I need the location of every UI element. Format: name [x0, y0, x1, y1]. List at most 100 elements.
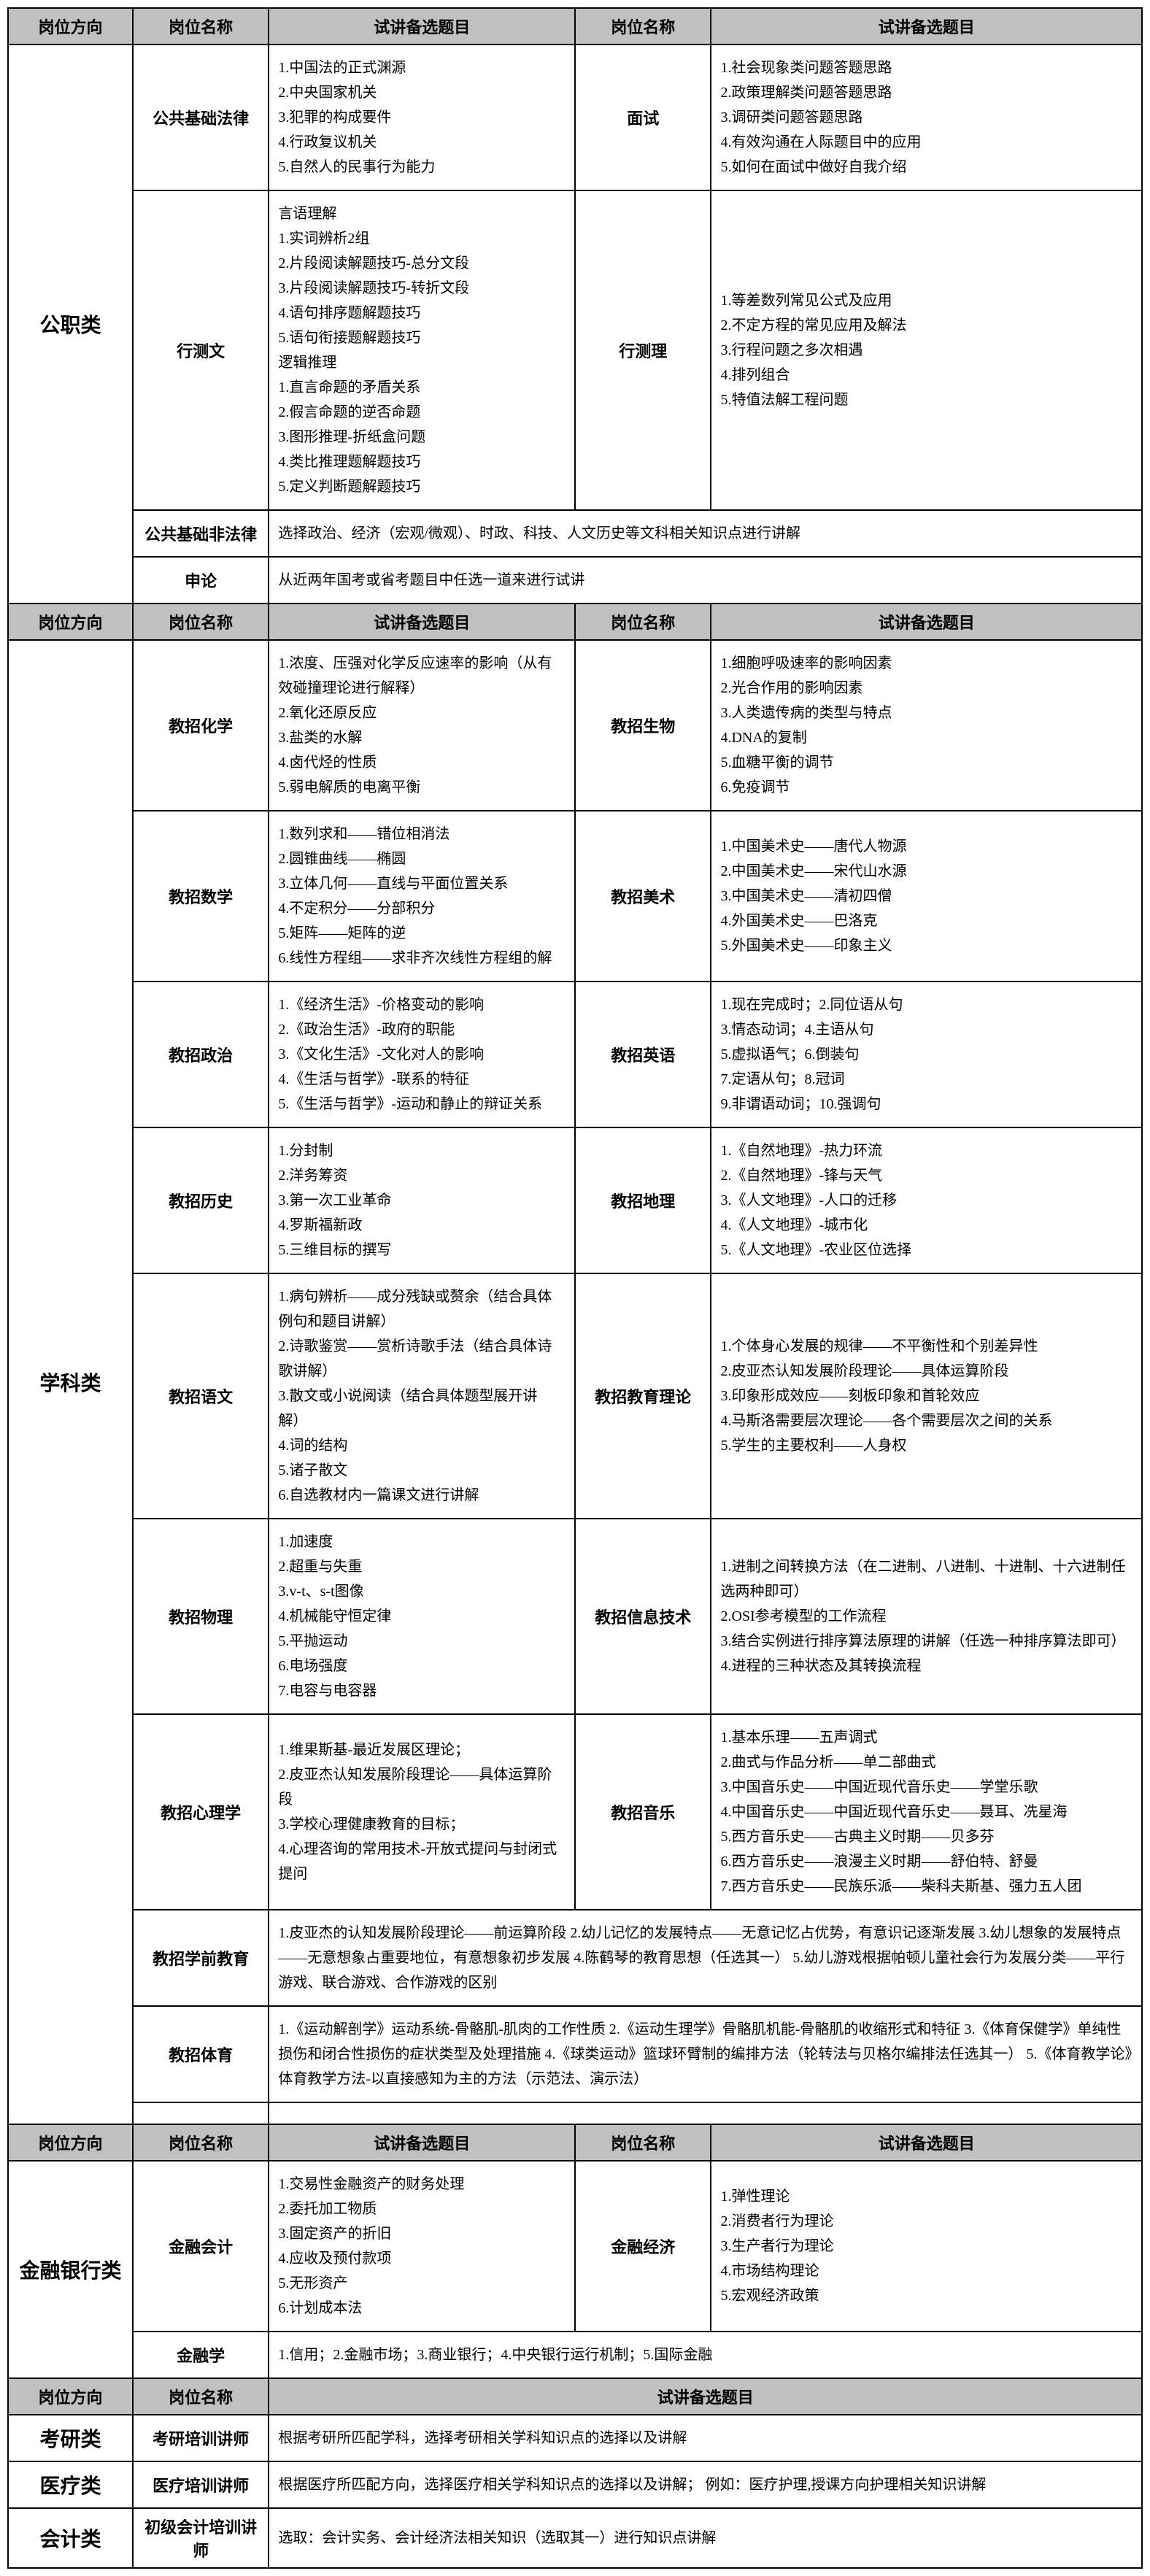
name-cell: 教招英语 [575, 982, 711, 1127]
name-cell: 教招音乐 [575, 1714, 711, 1910]
table-row: 考研类 考研培训讲师 根据考研所匹配学科，选择考研相关学科知识点的选择以及讲解 [8, 2415, 1142, 2461]
name-cell: 教招数学 [133, 811, 269, 982]
topics-cell: 1.等差数列常见公式及应用 2.不定方程的常见应用及解法 3.行程问题之多次相遇… [711, 190, 1142, 510]
table-row: 教招数学 1.数列求和——错位相消法 2.圆锥曲线——椭圆 3.立体几何——直线… [8, 811, 1142, 982]
name-cell: 教招语文 [133, 1273, 269, 1519]
topics-cell: 1.交易性金融资产的财务处理 2.委托加工物质 3.固定资产的折旧 4.应收及预… [269, 2161, 575, 2332]
header-row: 岗位方向 岗位名称 试讲备选题目 岗位名称 试讲备选题目 [8, 603, 1142, 640]
header-name: 岗位名称 [133, 2124, 269, 2161]
topics-cell: 1.基本乐理——五声调式 2.曲式与作品分析——单二部曲式 3.中国音乐史——中… [711, 1714, 1142, 1910]
header-row: 岗位方向 岗位名称 试讲备选题目 岗位名称 试讲备选题目 [8, 2124, 1142, 2161]
header-topics: 试讲备选题目 [269, 603, 575, 640]
topics-wide: 选择政治、经济（宏观/微观）、时政、科技、人文历史等文科相关知识点进行讲解 [269, 510, 1142, 557]
name-cell: 教招信息技术 [575, 1519, 711, 1714]
direction-kaoyan: 考研类 [8, 2415, 133, 2461]
header-topics: 试讲备选题目 [269, 2124, 575, 2161]
table-row: 金融银行类 金融会计 1.交易性金融资产的财务处理 2.委托加工物质 3.固定资… [8, 2161, 1142, 2332]
header-name2: 岗位名称 [575, 603, 711, 640]
topics-cell: 1.细胞呼吸速率的影响因素 2.光合作用的影响因素 3.人类遗传病的类型与特点 … [711, 640, 1142, 811]
topics-wide: 根据医疗所匹配方向，选择医疗相关学科知识点的选择以及讲解； 例如：医疗护理,授课… [269, 2461, 1142, 2508]
topics-cell: 言语理解 1.实词辨析2组 2.片段阅读解题技巧-总分文段 3.片段阅读解题技巧… [269, 190, 575, 510]
header-topics: 试讲备选题目 [269, 8, 575, 45]
name-cell: 教招体育 [133, 2006, 269, 2102]
table-row: 教招语文 1.病句辨析——成分残缺或赘余（结合具体例句和题目讲解） 2.诗歌鉴赏… [8, 1273, 1142, 1519]
topics-cell: 1.病句辨析——成分残缺或赘余（结合具体例句和题目讲解） 2.诗歌鉴赏——赏析诗… [269, 1273, 575, 1519]
name-cell: 面试 [575, 45, 711, 190]
name-cell: 公共基础非法律 [133, 510, 269, 557]
topics-wide: 根据考研所匹配学科，选择考研相关学科知识点的选择以及讲解 [269, 2415, 1142, 2461]
topics-cell: 1.《自然地理》-热力环流 2.《自然地理》-锋与天气 3.《人文地理》-人口的… [711, 1127, 1142, 1273]
header-row: 岗位方向 岗位名称 试讲备选题目 岗位名称 试讲备选题目 [8, 8, 1142, 45]
topics-cell: 1.维果斯基-最近发展区理论； 2.皮亚杰认知发展阶段理论——具体运算阶段 3.… [269, 1714, 575, 1910]
name-cell: 教招心理学 [133, 1714, 269, 1910]
topics-cell: 1.进制之间转换方法（在二进制、八进制、十进制、十六进制任选两种即可） 2.OS… [711, 1519, 1142, 1714]
header-name: 岗位名称 [133, 2378, 269, 2415]
topics-wide: 1.皮亚杰的认知发展阶段理论——前运算阶段 2.幼儿记忆的发展特点——无意记忆占… [269, 1910, 1142, 2006]
header-topics: 试讲备选题目 [269, 2378, 1142, 2415]
header-name: 岗位名称 [133, 603, 269, 640]
table-row: 公职类 公共基础法律 1.中国法的正式渊源 2.中央国家机关 3.犯罪的构成要件… [8, 45, 1142, 190]
header-direction: 岗位方向 [8, 2124, 133, 2161]
name-cell: 教招政治 [133, 982, 269, 1127]
header-name: 岗位名称 [133, 8, 269, 45]
topics-wide: 从近两年国考或省考题目中任选一道来进行试讲 [269, 557, 1142, 603]
topics-cell: 1.数列求和——错位相消法 2.圆锥曲线——椭圆 3.立体几何——直线与平面位置… [269, 811, 575, 982]
table-row: 行测文 言语理解 1.实词辨析2组 2.片段阅读解题技巧-总分文段 3.片段阅读… [8, 190, 1142, 510]
name-cell: 初级会计培训讲师 [133, 2508, 269, 2568]
header-row: 岗位方向 岗位名称 试讲备选题目 [8, 2378, 1142, 2415]
table-row: 教招物理 1.加速度 2.超重与失重 3.v-t、s-t图像 4.机械能守恒定律… [8, 1519, 1142, 1714]
name-cell: 医疗培训讲师 [133, 2461, 269, 2508]
topics-cell: 1.社会现象类问题答题思路 2.政策理解类问题答题思路 3.调研类问题答题思路 … [711, 45, 1142, 190]
name-cell: 教招教育理论 [575, 1273, 711, 1519]
name-cell: 行测理 [575, 190, 711, 510]
header-topics2: 试讲备选题目 [711, 8, 1142, 45]
table-row: 会计类 初级会计培训讲师 选取：会计实务、会计经济法相关知识（选取其一）进行知识… [8, 2508, 1142, 2568]
name-cell: 金融经济 [575, 2161, 711, 2332]
name-cell: 考研培训讲师 [133, 2415, 269, 2461]
table-row: 公共基础非法律 选择政治、经济（宏观/微观）、时政、科技、人文历史等文科相关知识… [8, 510, 1142, 557]
topics-cell: 1.《经济生活》-价格变动的影响 2.《政治生活》-政府的职能 3.《文化生活》… [269, 982, 575, 1127]
name-cell: 教招生物 [575, 640, 711, 811]
topics-wide: 选取：会计实务、会计经济法相关知识（选取其一）进行知识点讲解 [269, 2508, 1142, 2568]
table-row: 教招体育 1.《运动解剖学》运动系统-骨骼肌-肌肉的工作性质 2.《运动生理学》… [8, 2006, 1142, 2102]
name-cell: 教招物理 [133, 1519, 269, 1714]
direction-jinrong: 金融银行类 [8, 2161, 133, 2378]
name-cell: 教招化学 [133, 640, 269, 811]
name-cell [133, 2102, 269, 2124]
topics-wide: 1.《运动解剖学》运动系统-骨骼肌-肌肉的工作性质 2.《运动生理学》骨骼肌机能… [269, 2006, 1142, 2102]
topics-cell: 1.浓度、压强对化学反应速率的影响（从有效碰撞理论进行解释） 2.氧化还原反应 … [269, 640, 575, 811]
direction-xueke: 学科类 [8, 640, 133, 2124]
table-row: 金融学 1.信用；2.金融市场；3.商业银行；4.中央银行运行机制；5.国际金融 [8, 2332, 1142, 2378]
direction-gongzhi: 公职类 [8, 45, 133, 603]
name-cell: 教招学前教育 [133, 1910, 269, 2006]
main-table: 岗位方向 岗位名称 试讲备选题目 岗位名称 试讲备选题目 公职类 公共基础法律 … [7, 7, 1143, 2569]
topics-cell: 1.中国美术史——唐代人物源 2.中国美术史——宋代山水源 3.中国美术史——清… [711, 811, 1142, 982]
header-direction: 岗位方向 [8, 603, 133, 640]
topics-cell: 1.中国法的正式渊源 2.中央国家机关 3.犯罪的构成要件 4.行政复议机关 5… [269, 45, 575, 190]
table-row: 教招学前教育 1.皮亚杰的认知发展阶段理论——前运算阶段 2.幼儿记忆的发展特点… [8, 1910, 1142, 2006]
direction-kuaiji: 会计类 [8, 2508, 133, 2568]
name-cell: 教招美术 [575, 811, 711, 982]
header-name2: 岗位名称 [575, 2124, 711, 2161]
topics-cell: 1.现在完成时；2.同位语从句 3.情态动词；4.主语从句 5.虚拟语气；6.倒… [711, 982, 1142, 1127]
name-cell: 教招历史 [133, 1127, 269, 1273]
table-row [8, 2102, 1142, 2124]
name-cell: 行测文 [133, 190, 269, 510]
table-row: 学科类 教招化学 1.浓度、压强对化学反应速率的影响（从有效碰撞理论进行解释） … [8, 640, 1142, 811]
header-name2: 岗位名称 [575, 8, 711, 45]
name-cell: 公共基础法律 [133, 45, 269, 190]
topics-cell: 1.分封制 2.洋务筹资 3.第一次工业革命 4.罗斯福新政 5.三维目标的撰写 [269, 1127, 575, 1273]
table-row: 教招政治 1.《经济生活》-价格变动的影响 2.《政治生活》-政府的职能 3.《… [8, 982, 1142, 1127]
name-cell: 教招地理 [575, 1127, 711, 1273]
direction-yiliao: 医疗类 [8, 2461, 133, 2508]
header-topics2: 试讲备选题目 [711, 2124, 1142, 2161]
header-direction: 岗位方向 [8, 2378, 133, 2415]
topics-wide [269, 2102, 1142, 2124]
header-direction: 岗位方向 [8, 8, 133, 45]
name-cell: 金融学 [133, 2332, 269, 2378]
name-cell: 金融会计 [133, 2161, 269, 2332]
topics-cell: 1.弹性理论 2.消费者行为理论 3.生产者行为理论 4.市场结构理论 5.宏观… [711, 2161, 1142, 2332]
table-row: 教招心理学 1.维果斯基-最近发展区理论； 2.皮亚杰认知发展阶段理论——具体运… [8, 1714, 1142, 1910]
table-row: 医疗类 医疗培训讲师 根据医疗所匹配方向，选择医疗相关学科知识点的选择以及讲解；… [8, 2461, 1142, 2508]
topics-cell: 1.个体身心发展的规律——不平衡性和个别差异性 2.皮亚杰认知发展阶段理论——具… [711, 1273, 1142, 1519]
